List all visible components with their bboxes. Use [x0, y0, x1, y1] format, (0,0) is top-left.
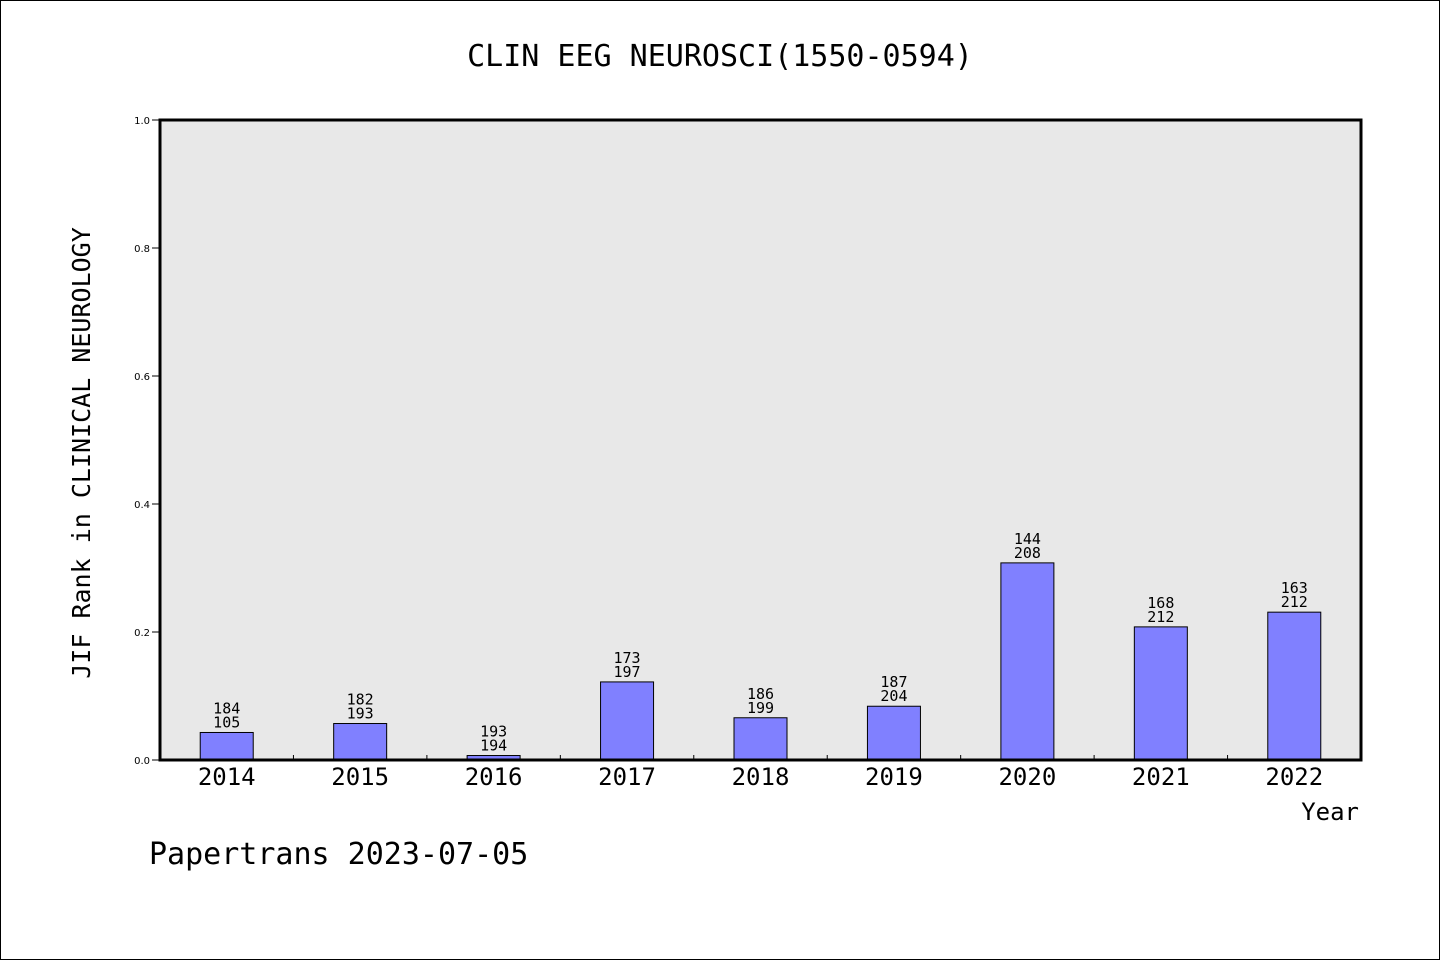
x-tick-label: 2018 — [732, 763, 790, 791]
bar — [1267, 611, 1322, 761]
bar-label-bottom: 199 — [747, 699, 774, 717]
bar-label-bottom: 105 — [213, 713, 240, 731]
bar — [733, 717, 788, 761]
bar-label-top: 144 — [1014, 530, 1041, 548]
x-tick-label: 2021 — [1132, 763, 1190, 791]
bar — [600, 681, 655, 761]
bar-label-top: 186 — [747, 685, 774, 703]
bar — [866, 705, 921, 761]
bar-label-bottom: 197 — [614, 663, 641, 681]
bar — [199, 731, 254, 761]
bar-label-bottom: 212 — [1147, 608, 1174, 626]
y-tick-label: 0.6 — [134, 372, 150, 383]
bar-label-top: 193 — [480, 723, 507, 741]
chart-title: CLIN EEG NEUROSCI(1550-0594) — [467, 39, 973, 74]
bar-label-top: 182 — [347, 691, 374, 709]
y-tick-label: 0.4 — [134, 500, 150, 511]
bar — [333, 723, 388, 761]
footer-text: Papertrans 2023-07-05 — [149, 837, 528, 872]
x-tick-label: 2017 — [598, 763, 656, 791]
bar-label-top: 184 — [213, 699, 240, 717]
x-axis: 2014 2015 2016 2017 2018 2019 2020 2021 2022 — [198, 755, 1323, 791]
bars-group: 1841051821931931941731971861991872041442… — [199, 530, 1322, 761]
x-tick-label: 2022 — [1265, 763, 1323, 791]
y-tick-label: 1.0 — [134, 116, 150, 127]
bar-label-bottom: 204 — [880, 687, 907, 705]
x-tick-label: 2015 — [331, 763, 389, 791]
y-tick-label: 0.0 — [134, 756, 150, 767]
x-axis-label: Year — [1301, 798, 1359, 826]
bar-label-top: 168 — [1147, 594, 1174, 612]
bar-label-bottom: 194 — [480, 737, 507, 755]
bar-label-top: 163 — [1281, 579, 1308, 597]
y-axis: 0.0 0.2 0.4 0.6 0.8 1.0 — [134, 116, 160, 767]
y-axis-label: JIF Rank in CLINICAL NEUROLOGY — [67, 227, 96, 679]
bar-label-bottom: 212 — [1281, 593, 1308, 611]
plot-border — [158, 118, 1363, 762]
bar-label-top: 187 — [880, 673, 907, 691]
y-tick-label: 0.8 — [134, 244, 150, 255]
x-tick-label: 2014 — [198, 763, 256, 791]
y-tick-label: 0.2 — [134, 628, 150, 639]
x-tick-label: 2019 — [865, 763, 923, 791]
bar — [1000, 562, 1055, 761]
bar-label-top: 173 — [614, 649, 641, 667]
bar — [1133, 626, 1188, 761]
bar-label-bottom: 193 — [347, 705, 374, 723]
x-tick-label: 2016 — [465, 763, 523, 791]
bar-label-bottom: 208 — [1014, 544, 1041, 562]
x-tick-label: 2020 — [998, 763, 1056, 791]
